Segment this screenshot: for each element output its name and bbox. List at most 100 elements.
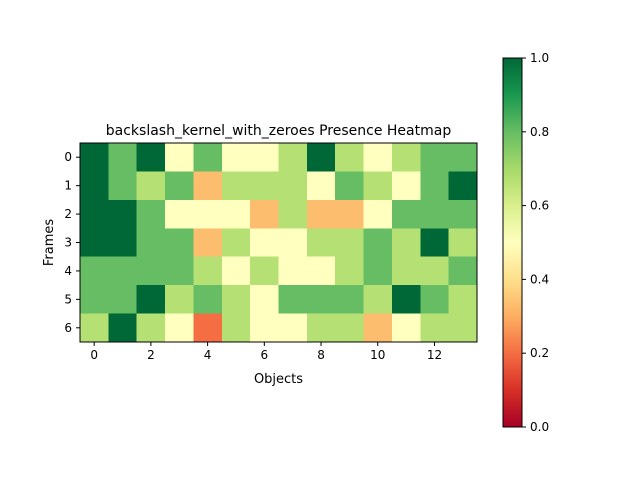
- heatmap-cell: [306, 199, 336, 229]
- heatmap-cell: [165, 256, 195, 286]
- heatmap-cell: [165, 171, 195, 201]
- heatmap-cell: [250, 143, 280, 173]
- y-axis-label: Frames: [42, 219, 57, 267]
- heatmap-cell: [136, 199, 166, 229]
- heatmap-cell: [108, 313, 138, 343]
- y-tick-label: 3: [64, 236, 72, 250]
- y-axis-ticks: 0 1 2 3 4 5 6: [64, 150, 80, 335]
- heatmap-cell: [80, 171, 109, 201]
- y-tick-label: 1: [64, 179, 72, 193]
- heatmap-cell: [136, 228, 166, 258]
- heatmap-cell: [80, 313, 109, 343]
- heatmap-cell: [363, 171, 393, 201]
- heatmap-cell: [250, 313, 280, 343]
- heatmap-cell: [391, 313, 421, 343]
- heatmap-cell: [363, 199, 393, 229]
- heatmap-cell: [391, 199, 421, 229]
- x-tick-label: 8: [317, 348, 325, 362]
- heatmap-cell: [420, 313, 450, 343]
- x-tick-label: 2: [147, 348, 155, 362]
- heatmap-cell: [335, 313, 365, 343]
- heatmap-cell: [250, 285, 280, 315]
- heatmap-cell: [448, 171, 478, 201]
- heatmap-cell: [391, 256, 421, 286]
- heatmap-cell: [250, 256, 280, 286]
- heatmap-cell: [193, 256, 223, 286]
- heatmap-cell: [335, 256, 365, 286]
- heatmap-cell: [165, 285, 195, 315]
- y-tick-label: 6: [64, 321, 72, 335]
- heatmap-cell: [193, 285, 223, 315]
- heatmap-cell: [363, 228, 393, 258]
- x-axis-label: Objects: [254, 372, 303, 387]
- heatmap-cell: [250, 199, 280, 229]
- colorbar-ticks: 0.0 0.2 0.4 0.6 0.8 1.0: [522, 51, 549, 434]
- heatmap-cell: [221, 228, 251, 258]
- heatmap-cell: [193, 199, 223, 229]
- heatmap-cell: [221, 285, 251, 315]
- colorbar: [502, 57, 523, 428]
- heatmap-cell: [221, 143, 251, 173]
- heatmap-cell: [420, 228, 450, 258]
- heatmap-cell: [80, 199, 109, 229]
- heatmap-cell: [165, 199, 195, 229]
- heatmap-cell: [108, 171, 138, 201]
- colorbar-tick-label: 0.6: [530, 199, 549, 213]
- heatmap-cell: [391, 171, 421, 201]
- heatmap-cell: [335, 171, 365, 201]
- colorbar-tick-label: 0.2: [530, 346, 549, 360]
- heatmap-cell: [363, 256, 393, 286]
- y-tick-label: 5: [64, 292, 72, 306]
- heatmap-cell: [136, 313, 166, 343]
- heatmap-cell: [278, 199, 308, 229]
- x-tick-label: 12: [427, 348, 442, 362]
- chart-title: backslash_kernel_with_zeroes Presence He…: [106, 123, 452, 139]
- heatmap-cell: [448, 256, 478, 286]
- heatmap-cell: [80, 256, 109, 286]
- heatmap-cell: [420, 256, 450, 286]
- y-tick-label: 2: [64, 207, 72, 221]
- heatmap-cell: [108, 256, 138, 286]
- heatmap-cell: [278, 256, 308, 286]
- heatmap-cell: [221, 199, 251, 229]
- heatmap-cell: [221, 171, 251, 201]
- heatmap-cell: [391, 143, 421, 173]
- heatmap-cell: [278, 285, 308, 315]
- heatmap-cell: [335, 228, 365, 258]
- heatmap-cell: [448, 285, 478, 315]
- x-tick-label: 4: [204, 348, 212, 362]
- heatmap-cell: [80, 228, 109, 258]
- heatmap-cell: [80, 143, 109, 173]
- heatmap-cell: [306, 285, 336, 315]
- heatmap-cell: [80, 285, 109, 315]
- heatmap-cell: [391, 285, 421, 315]
- heatmap-cell: [278, 143, 308, 173]
- heatmap-cell: [108, 143, 138, 173]
- heatmap-cell: [363, 313, 393, 343]
- heatmap-cell: [108, 285, 138, 315]
- heatmap-cell: [306, 143, 336, 173]
- heatmap-cells: [80, 143, 478, 343]
- heatmap-cell: [278, 313, 308, 343]
- x-tick-label: 6: [261, 348, 269, 362]
- y-tick-label: 4: [64, 264, 72, 278]
- heatmap-cell: [250, 228, 280, 258]
- heatmap-cell: [193, 228, 223, 258]
- heatmap-cell: [420, 171, 450, 201]
- heatmap-cell: [448, 228, 478, 258]
- heatmap-cell: [165, 143, 195, 173]
- heatmap-cell: [193, 171, 223, 201]
- heatmap-cell: [108, 199, 138, 229]
- heatmap-cell: [335, 199, 365, 229]
- heatmap-cell: [193, 143, 223, 173]
- colorbar-tick-label: 0.4: [530, 272, 549, 286]
- x-tick-label: 10: [370, 348, 385, 362]
- colorbar-tick-label: 0.0: [530, 420, 549, 434]
- heatmap-cell: [391, 228, 421, 258]
- heatmap-cell: [250, 171, 280, 201]
- heatmap-cell: [165, 313, 195, 343]
- heatmap-cell: [306, 256, 336, 286]
- heatmap-cell: [363, 143, 393, 173]
- heatmap-cell: [420, 285, 450, 315]
